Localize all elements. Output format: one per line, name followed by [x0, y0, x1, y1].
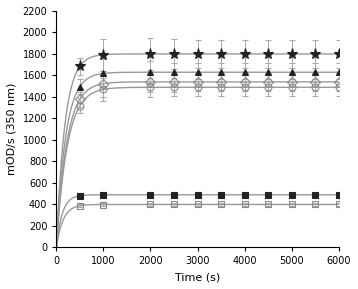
X-axis label: Time (s): Time (s) [175, 272, 220, 282]
Y-axis label: mOD/s (350 nm): mOD/s (350 nm) [7, 83, 17, 175]
